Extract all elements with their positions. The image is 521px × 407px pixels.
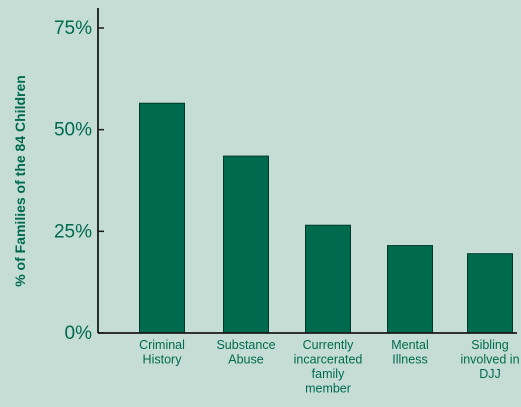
bar — [305, 224, 351, 334]
category-label-line: involved in — [460, 353, 519, 367]
y-tick-label: 75% — [54, 18, 92, 39]
category-label-line: Sibling — [471, 338, 509, 352]
bars — [139, 102, 513, 334]
category-label-line: member — [305, 382, 351, 396]
category-label-line: incarcerated — [294, 353, 363, 367]
bar — [387, 245, 433, 334]
bar — [467, 253, 513, 334]
y-axis-title-group: % of Families of the 84 Children — [12, 75, 28, 287]
category-label: Substance Abuse — [216, 338, 275, 367]
bar — [139, 102, 185, 334]
category-label-line: Currently — [303, 338, 354, 352]
y-tick-label: 0% — [65, 323, 93, 344]
category-label-line: DJJ — [479, 367, 501, 381]
bar — [223, 155, 269, 334]
category-label-line: Abuse — [228, 353, 263, 367]
category-label: Currently incarcerated family member — [294, 338, 363, 396]
category-label: Mental Illness — [391, 338, 429, 367]
category-label-line: family — [312, 367, 345, 381]
y-tick-label: 50% — [54, 120, 92, 141]
category-label-line: Substance — [216, 338, 275, 352]
axes — [97, 8, 517, 334]
category-label-line: History — [143, 353, 183, 367]
category-label: Criminal History — [139, 338, 185, 367]
y-tick-label: 25% — [54, 221, 92, 242]
y-axis-title: % of Families of the 84 Children — [12, 75, 28, 287]
category-label: Sibling involved in DJJ — [460, 338, 519, 381]
category-label-line: Criminal — [139, 338, 185, 352]
category-label-line: Illness — [392, 353, 427, 367]
category-label-line: Mental — [391, 338, 429, 352]
y-axis-ticks: 0% 25% 50% 75% — [54, 18, 104, 344]
